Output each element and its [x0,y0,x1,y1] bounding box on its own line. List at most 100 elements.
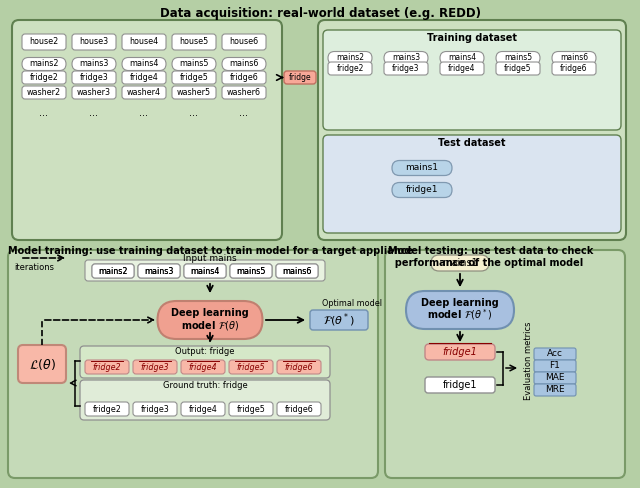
FancyBboxPatch shape [80,346,330,378]
Text: Model testing: use test data to check
  performance of the optimal model: Model testing: use test data to check pe… [388,246,593,267]
Text: mains5: mains5 [236,266,266,276]
FancyBboxPatch shape [534,372,576,384]
FancyBboxPatch shape [184,264,226,278]
FancyBboxPatch shape [72,86,116,99]
FancyBboxPatch shape [277,360,321,374]
FancyBboxPatch shape [22,34,66,50]
Text: model $\mathcal{F}(\theta^*)$: model $\mathcal{F}(\theta^*)$ [428,307,493,323]
Text: fridge5: fridge5 [180,73,209,82]
FancyBboxPatch shape [318,20,626,240]
FancyBboxPatch shape [22,86,66,99]
FancyBboxPatch shape [328,62,372,75]
FancyBboxPatch shape [172,34,216,50]
Text: mains6: mains6 [229,60,259,68]
FancyBboxPatch shape [172,86,216,99]
Text: Model training: use training dataset to train model for a target appliance: Model training: use training dataset to … [8,246,413,256]
FancyBboxPatch shape [138,264,180,278]
Text: mains4: mains4 [190,266,220,276]
FancyBboxPatch shape [440,52,484,64]
FancyBboxPatch shape [222,58,266,70]
FancyBboxPatch shape [310,310,368,330]
Text: washer5: washer5 [177,88,211,97]
Text: fridge1: fridge1 [406,185,438,195]
Text: fridge4: fridge4 [189,363,218,371]
Text: mains3: mains3 [144,266,173,276]
FancyBboxPatch shape [323,135,621,233]
Text: washer6: washer6 [227,88,261,97]
Text: fridge5: fridge5 [237,405,266,413]
Text: washer4: washer4 [127,88,161,97]
Text: iterations: iterations [14,263,54,272]
Text: Acc: Acc [547,349,563,359]
Text: fridge6: fridge6 [230,73,259,82]
Text: fridge6: fridge6 [560,64,588,73]
FancyBboxPatch shape [323,30,621,130]
FancyBboxPatch shape [122,34,166,50]
FancyBboxPatch shape [72,71,116,84]
Text: ...: ... [239,108,248,118]
FancyBboxPatch shape [496,62,540,75]
FancyBboxPatch shape [133,402,177,416]
FancyBboxPatch shape [406,291,514,329]
FancyBboxPatch shape [133,360,177,374]
Text: fridge4: fridge4 [448,64,476,73]
Text: house3: house3 [79,38,109,46]
Text: house6: house6 [229,38,259,46]
Text: MAE: MAE [545,373,564,383]
FancyBboxPatch shape [80,380,330,420]
Text: model $\mathcal{F}(\theta)$: model $\mathcal{F}(\theta)$ [181,319,239,331]
FancyBboxPatch shape [534,348,576,360]
Text: Optimal model: Optimal model [322,299,382,308]
Text: ...: ... [140,108,148,118]
FancyBboxPatch shape [172,71,216,84]
Text: mains4: mains4 [448,54,476,62]
Text: fridge3: fridge3 [79,73,108,82]
FancyBboxPatch shape [92,264,134,278]
FancyBboxPatch shape [276,264,318,278]
Text: mains5: mains5 [236,266,266,276]
Text: mains3: mains3 [79,60,109,68]
Text: fridge5: fridge5 [237,363,266,371]
FancyBboxPatch shape [277,402,321,416]
FancyBboxPatch shape [122,58,166,70]
FancyBboxPatch shape [431,255,489,271]
Text: mains5: mains5 [504,54,532,62]
FancyBboxPatch shape [229,402,273,416]
FancyBboxPatch shape [222,34,266,50]
FancyBboxPatch shape [425,377,495,393]
Text: mains6: mains6 [282,266,312,276]
Text: Input mains: Input mains [183,254,237,263]
FancyBboxPatch shape [122,71,166,84]
FancyBboxPatch shape [92,264,134,278]
Text: mains1: mains1 [406,163,438,172]
Text: fridge2: fridge2 [29,73,58,82]
Text: $\mathcal{F}(\theta^*)$: $\mathcal{F}(\theta^*)$ [323,311,355,329]
FancyBboxPatch shape [496,52,540,64]
Text: mains5: mains5 [179,60,209,68]
FancyBboxPatch shape [181,360,225,374]
Text: house5: house5 [179,38,209,46]
Text: fridge4: fridge4 [130,73,158,82]
Text: fridge2: fridge2 [336,64,364,73]
FancyBboxPatch shape [22,71,66,84]
FancyBboxPatch shape [138,264,180,278]
FancyBboxPatch shape [181,402,225,416]
FancyBboxPatch shape [22,58,66,70]
Text: Test dataset: Test dataset [438,138,506,148]
Text: Data acquisition: real-world dataset (e.g. REDD): Data acquisition: real-world dataset (e.… [159,7,481,20]
Text: mains6: mains6 [282,266,312,276]
Text: fridge2: fridge2 [93,363,122,371]
FancyBboxPatch shape [222,71,266,84]
FancyBboxPatch shape [392,183,452,198]
Text: washer2: washer2 [27,88,61,97]
Text: mains2: mains2 [336,54,364,62]
Text: mains2: mains2 [29,60,59,68]
FancyBboxPatch shape [85,402,129,416]
Text: fridge6: fridge6 [285,405,314,413]
FancyBboxPatch shape [385,250,625,478]
FancyBboxPatch shape [72,58,116,70]
Text: fridge5: fridge5 [504,64,532,73]
Text: fridge1: fridge1 [443,347,477,357]
Text: mains1: mains1 [442,258,478,268]
FancyBboxPatch shape [534,384,576,396]
